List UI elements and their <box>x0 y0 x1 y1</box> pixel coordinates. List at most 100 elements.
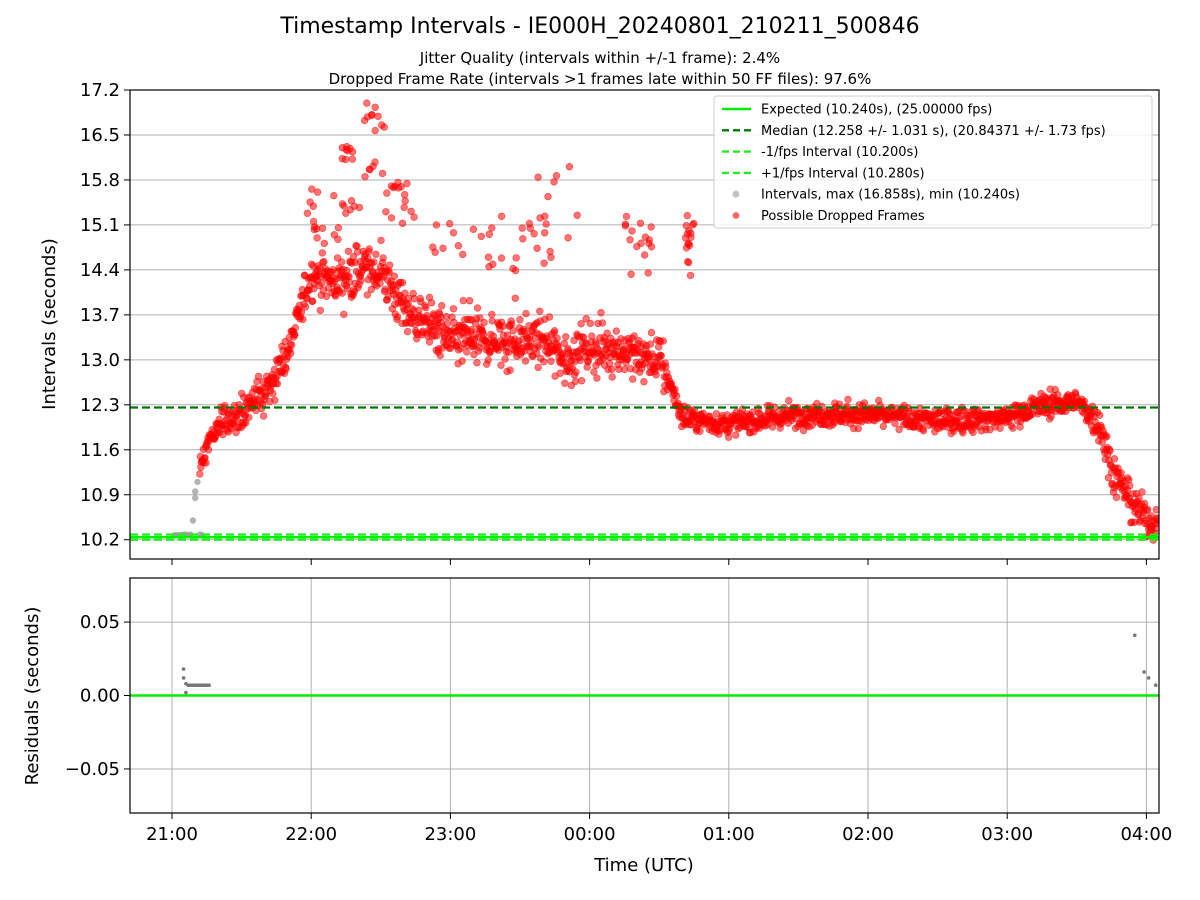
dropped-frame-outlier-point <box>534 173 542 181</box>
dropped-frame-point <box>732 431 740 439</box>
intervals-y-tick-label: 11.6 <box>80 440 120 461</box>
dropped-frame-point <box>316 306 324 315</box>
dropped-frame-point <box>318 279 326 287</box>
intervals-reference-lines <box>130 406 1159 541</box>
chart-subtitle-jitter: Jitter Quality (intervals within +/-1 fr… <box>419 49 781 67</box>
dropped-frame-outlier-point <box>446 220 454 228</box>
dropped-frame-point <box>659 337 667 345</box>
interval-point <box>192 488 199 495</box>
dropped-frame-outlier-point <box>371 103 379 112</box>
dropped-frame-outlier-point <box>497 212 506 221</box>
dropped-frame-outlier-point <box>320 239 328 248</box>
dropped-frame-point <box>453 338 462 346</box>
dropped-frame-point <box>372 250 380 259</box>
dropped-frame-outlier-point <box>449 229 458 237</box>
dropped-frame-point <box>338 289 346 297</box>
interval-point <box>192 494 199 502</box>
dropped-frame-point <box>291 330 299 339</box>
residuals-y-ticks: 0.05 0.00 −0.05 <box>65 612 130 780</box>
intervals-y-axis-label: Intervals (seconds) <box>39 238 60 410</box>
legend-entry-label: Possible Dropped Frames <box>761 209 925 224</box>
dropped-frame-outlier-point <box>511 294 519 302</box>
dropped-frame-point <box>527 339 535 348</box>
dropped-frame-outlier-point <box>338 200 347 208</box>
dropped-frame-point <box>320 258 328 266</box>
dropped-frame-outlier-point <box>313 188 322 196</box>
dropped-frame-outlier-point <box>689 221 697 229</box>
dropped-frame-outlier-point <box>401 191 409 199</box>
x-tick-label: 01:00 <box>703 824 755 845</box>
dropped-frame-outlier-point <box>533 244 541 253</box>
dropped-frame-outlier-point <box>361 173 369 181</box>
dropped-frame-outlier-point <box>308 185 316 193</box>
chart-subtitle-dropped-rate: Dropped Frame Rate (intervals >1 frames … <box>328 70 872 88</box>
interval-point <box>194 478 201 486</box>
residual-point <box>207 683 211 687</box>
dropped-frame-point <box>516 316 524 324</box>
dropped-frame-outlier-point <box>313 234 321 242</box>
dropped-frame-point <box>879 422 887 431</box>
dropped-frame-point <box>577 377 586 385</box>
dropped-frame-point <box>919 427 928 435</box>
dropped-frame-point <box>844 395 852 404</box>
dropped-frame-outlier-point <box>303 209 312 217</box>
dropped-frame-point <box>588 332 596 340</box>
dropped-frame-outlier-point <box>641 233 650 241</box>
residual-point <box>1133 633 1137 638</box>
dropped-frame-point <box>282 365 290 373</box>
dropped-frame-point <box>480 318 488 327</box>
intervals-y-tick-label: 10.9 <box>80 485 120 506</box>
legend-box <box>713 95 1153 229</box>
dropped-frame-point <box>1009 424 1017 432</box>
dropped-frame-point <box>1154 517 1159 525</box>
dropped-frame-outlier-point <box>512 254 520 262</box>
intervals-y-tick-label: 14.4 <box>80 260 120 281</box>
dropped-frame-point <box>398 279 407 287</box>
dropped-frame-point <box>572 368 580 376</box>
dropped-frame-point <box>271 396 279 404</box>
dropped-frame-outlier-point <box>334 224 343 232</box>
dropped-frame-outlier-point <box>509 264 517 273</box>
dropped-frame-point <box>1110 455 1119 463</box>
dropped-frame-outlier-point <box>636 219 645 228</box>
interval-point <box>189 517 197 524</box>
dropped-frame-outlier-point <box>318 224 327 233</box>
dropped-frame-point <box>345 278 354 286</box>
dropped-frame-point <box>959 429 967 437</box>
dropped-frame-point <box>556 369 564 377</box>
dropped-frame-outlier-point <box>547 253 555 261</box>
dropped-frame-outlier-point <box>485 263 493 271</box>
intervals-y-tick-label: 12.3 <box>80 395 120 416</box>
intervals-y-tick-label: 16.5 <box>80 125 120 146</box>
dropped-frame-point <box>297 308 306 316</box>
dropped-frame-outlier-point <box>425 293 434 302</box>
dropped-frame-outlier-point <box>400 203 408 212</box>
dropped-frame-outlier-point <box>371 126 379 135</box>
dropped-frame-point <box>662 363 670 371</box>
dropped-frame-point <box>969 428 977 437</box>
dropped-frame-point <box>1106 447 1114 455</box>
dropped-frame-point <box>385 268 393 277</box>
dropped-frame-outlier-point <box>644 269 652 277</box>
dropped-frame-outlier-point <box>342 155 350 164</box>
dropped-frame-outlier-point <box>683 211 691 220</box>
dropped-frame-point <box>1112 493 1121 502</box>
dropped-frame-outlier-point <box>497 254 506 262</box>
x-tick-label: 23:00 <box>424 824 476 845</box>
intervals-y-tick-label: 10.2 <box>80 530 120 551</box>
residuals-x-ticks: 21:00 22:00 23:00 00:00 01:00 02:00 03:00 04:00 <box>146 813 1172 845</box>
legend-swatch-marker <box>732 190 740 198</box>
dropped-frame-point <box>534 363 542 372</box>
dropped-frame-outlier-point <box>488 224 496 232</box>
dropped-frame-point <box>561 379 569 387</box>
dropped-frame-outlier-point <box>463 315 472 323</box>
x-tick-label: 04:00 <box>1120 824 1172 845</box>
dropped-frame-point <box>628 375 637 383</box>
dropped-frame-point <box>443 319 452 328</box>
dropped-frame-point <box>254 372 263 381</box>
dropped-frame-point <box>202 459 210 467</box>
dropped-frame-outlier-point <box>684 258 693 267</box>
dropped-frame-outlier-point <box>542 220 550 228</box>
intervals-y-tick-label: 15.8 <box>80 170 120 191</box>
dropped-frame-point <box>996 424 1004 432</box>
